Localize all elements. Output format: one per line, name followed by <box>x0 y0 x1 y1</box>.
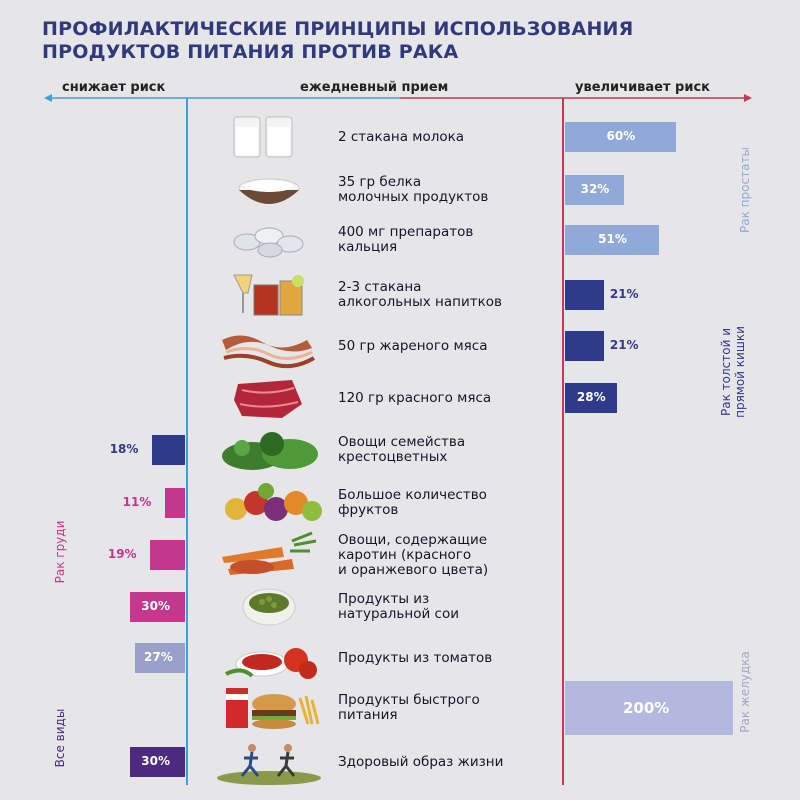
fast-food-icon <box>212 684 327 732</box>
bacon-icon <box>212 322 327 370</box>
bar-value-label: 32% <box>580 182 610 196</box>
bar-increase <box>565 383 617 413</box>
bar-decrease <box>149 540 185 570</box>
bar-increase <box>565 681 733 735</box>
fruits-icon <box>212 479 327 527</box>
bar-value-label: 200% <box>623 699 670 717</box>
row-label: 400 мг препаратов кальция <box>338 224 474 255</box>
cabbage-icon <box>212 426 327 474</box>
bar-value-label: 28% <box>576 390 606 404</box>
tomatoes-icon <box>212 634 327 682</box>
row-label: 50 гр жареного мяса <box>338 337 488 354</box>
carrots-icon <box>212 531 327 579</box>
row-label: Продукты быстрого питания <box>338 692 480 723</box>
bar-increase <box>565 122 676 152</box>
row-label: Продукты из томатов <box>338 649 493 666</box>
group-label: Все виды <box>53 708 67 768</box>
bar-increase <box>565 175 625 205</box>
group-label: Рак толстой и прямой кишки <box>719 326 747 418</box>
red-meat-icon <box>212 374 327 422</box>
row-label: 2-3 стакана алкогольных напитков <box>338 279 502 310</box>
row-label: 2 стакана молока <box>338 128 465 145</box>
soybeans-icon <box>212 583 327 631</box>
bar-value-label: 60% <box>606 129 636 143</box>
row-label: Здоровый образ жизни <box>338 753 504 770</box>
group-label: Рак груди <box>53 520 67 584</box>
header-daily-intake: ежедневный прием <box>300 80 449 95</box>
bar-value-label: 18% <box>109 442 139 456</box>
bar-decrease <box>129 592 185 622</box>
group-label: Рак простаты <box>738 147 752 233</box>
bar-increase <box>565 280 604 310</box>
bar-decrease <box>129 747 185 777</box>
bar-increase <box>565 331 604 361</box>
bar-value-label: 11% <box>122 495 152 509</box>
bar-value-label: 30% <box>141 599 170 613</box>
left-arrow-head <box>44 94 52 102</box>
bar-value-label: 27% <box>144 650 173 664</box>
bar-decrease <box>164 488 185 518</box>
group-label: Рак желудка <box>738 651 752 733</box>
header-reduces-risk: снижает риск <box>62 80 166 95</box>
row-label: Овощи, содержащие каротин (красного и ор… <box>338 531 489 578</box>
cottage-cheese-icon <box>212 166 327 214</box>
alcohol-glasses-icon <box>212 271 327 319</box>
row-label: 120 гр красного мяса <box>338 389 492 406</box>
row-label: 35 гр белка молочных продуктов <box>338 174 489 205</box>
bar-value-label: 30% <box>141 754 170 768</box>
row-label: Овощи семейства крестоцветных <box>338 434 466 465</box>
row-label: Большое количество фруктов <box>338 487 487 518</box>
bar-decrease <box>135 643 185 673</box>
bar-value-label: 21% <box>609 287 639 301</box>
bar-value-label: 21% <box>609 338 639 352</box>
row-label: Продукты из натуральной сои <box>338 591 459 622</box>
header-increases-risk: увеличивает риск <box>575 80 711 95</box>
pills-icon <box>212 216 327 264</box>
bar-increase <box>565 225 660 255</box>
milk-glasses-icon <box>212 113 327 161</box>
bar-value-label: 19% <box>107 547 137 561</box>
page-title: ПРОФИЛАКТИЧЕСКИЕ ПРИНЦИПЫ ИСПОЛЬЗОВАНИЯ … <box>42 18 634 63</box>
running-people-icon <box>212 738 327 786</box>
bar-decrease <box>151 435 185 465</box>
right-arrow-head <box>744 94 752 102</box>
bar-value-label: 51% <box>598 232 627 246</box>
